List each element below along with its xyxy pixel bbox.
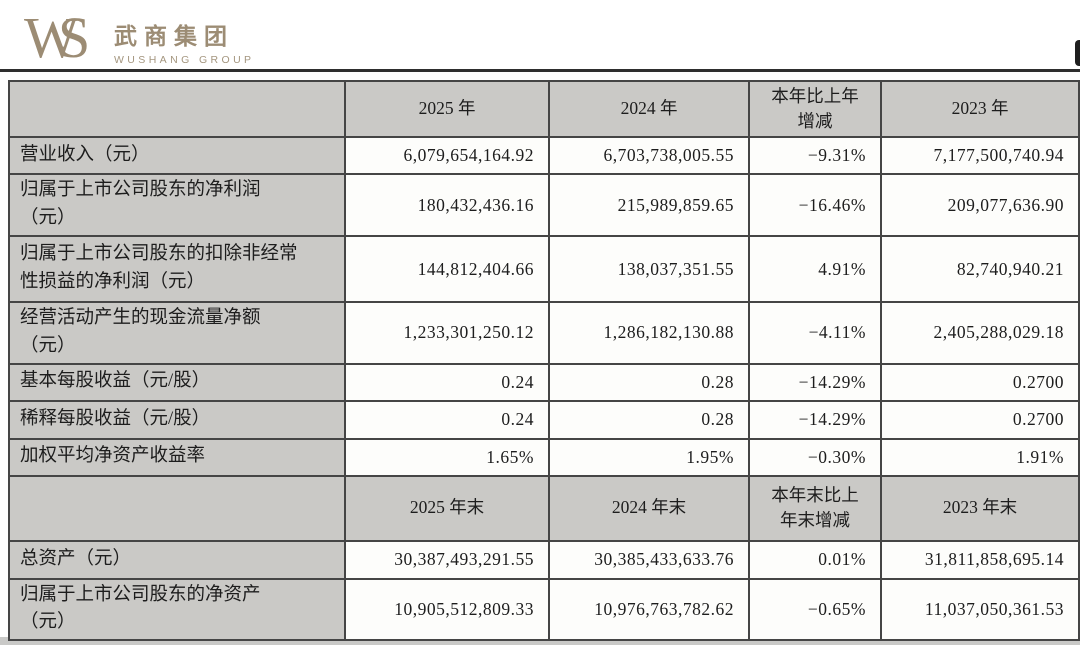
cell-value: 0.2700 — [880, 399, 1080, 440]
cell-value: 1,233,301,250.12 — [344, 301, 550, 365]
logo-text: 武商集团 WUSHANG GROUP — [114, 17, 254, 66]
wushang-logo: W S 武商集团 WUSHANG GROUP — [24, 5, 254, 70]
cell-value: 11,037,050,361.53 — [880, 577, 1080, 641]
table-header-row: 2025 年末 2024 年末 本年末比上 年末增减 2023 年末 — [8, 474, 1080, 542]
row-label: 基本每股收益（元/股） — [8, 362, 346, 402]
cell-value: 0.2700 — [880, 362, 1080, 402]
header-cell-2025-end: 2025 年末 — [344, 474, 550, 542]
header-cell-2024-end: 2024 年末 — [548, 474, 750, 542]
monogram-w: W — [24, 5, 79, 70]
row-label: 归属于上市公司股东的扣除非经常 性损益的净利润（元） — [8, 235, 346, 303]
cell-value: 180,432,436.16 — [344, 173, 550, 237]
cell-value: 2,405,288,029.18 — [880, 301, 1080, 365]
cell-value: −0.30% — [748, 437, 882, 477]
cell-value: 4.91% — [748, 235, 882, 303]
cell-value: −4.11% — [748, 301, 882, 365]
cell-value: 1.91% — [880, 437, 1080, 477]
cell-value: 0.28 — [548, 362, 750, 402]
table-row: 归属于上市公司股东的净利润 （元） 180,432,436.16 215,989… — [8, 173, 1080, 237]
company-name-en: WUSHANG GROUP — [114, 53, 255, 66]
cell-value: 31,811,858,695.14 — [880, 539, 1080, 580]
monogram-s: S — [58, 5, 91, 70]
cell-value: 209,077,636.90 — [880, 173, 1080, 237]
cell-value: 30,387,493,291.55 — [344, 539, 550, 580]
horizontal-rule — [0, 69, 1080, 72]
table-row: 稀释每股收益（元/股） 0.24 0.28 −14.29% 0.2700 — [8, 399, 1080, 440]
cell-value: −9.31% — [748, 136, 882, 175]
header-cell-2024: 2024 年 — [548, 80, 750, 138]
table-row: 总资产（元） 30,387,493,291.55 30,385,433,633.… — [8, 539, 1080, 580]
table-row: 经营活动产生的现金流量净额 （元） 1,233,301,250.12 1,286… — [8, 301, 1080, 365]
bottom-strip — [0, 637, 1080, 645]
row-label: 经营活动产生的现金流量净额 （元） — [8, 301, 346, 365]
row-label: 稀释每股收益（元/股） — [8, 399, 346, 440]
row-label: 归属于上市公司股东的净利润 （元） — [8, 173, 346, 237]
cell-value: 1,286,182,130.88 — [548, 301, 750, 365]
cell-value: 1.95% — [548, 437, 750, 477]
cell-value: −16.46% — [748, 173, 882, 237]
table-row: 归属于上市公司股东的净资产 （元） 10,905,512,809.33 10,9… — [8, 577, 1080, 641]
cell-value: −0.65% — [748, 577, 882, 641]
cell-value: −14.29% — [748, 362, 882, 402]
cell-value: −14.29% — [748, 399, 882, 440]
cell-value: 215,989,859.65 — [548, 173, 750, 237]
financial-highlights-table: 2025 年 2024 年 本年比上年 增减 2023 年 营业收入（元） 6,… — [8, 80, 1080, 641]
cell-value: 138,037,351.55 — [548, 235, 750, 303]
header-cell-2025: 2025 年 — [344, 80, 550, 138]
cell-value: 0.24 — [344, 362, 550, 402]
row-label: 营业收入（元） — [8, 136, 346, 175]
table-row: 加权平均净资产收益率 1.65% 1.95% −0.30% 1.91% — [8, 437, 1080, 477]
cell-value: 30,385,433,633.76 — [548, 539, 750, 580]
cell-value: 7,177,500,740.94 — [880, 136, 1080, 175]
row-label: 加权平均净资产收益率 — [8, 437, 346, 477]
cell-value: 6,703,738,005.55 — [548, 136, 750, 175]
cell-value: 0.24 — [344, 399, 550, 440]
header-cell-2023: 2023 年 — [880, 80, 1080, 138]
cell-value: 1.65% — [344, 437, 550, 477]
row-label: 归属于上市公司股东的净资产 （元） — [8, 577, 346, 641]
row-label: 总资产（元） — [8, 539, 346, 580]
table-row: 归属于上市公司股东的扣除非经常 性损益的净利润（元） 144,812,404.6… — [8, 235, 1080, 303]
header-cell-2023-end: 2023 年末 — [880, 474, 1080, 542]
cell-value: 6,079,654,164.92 — [344, 136, 550, 175]
table-row: 营业收入（元） 6,079,654,164.92 6,703,738,005.5… — [8, 136, 1080, 175]
cell-value: 144,812,404.66 — [344, 235, 550, 303]
header-cell-change-end: 本年末比上 年末增减 — [748, 474, 882, 542]
cell-value: 10,905,512,809.33 — [344, 577, 550, 641]
table-row: 基本每股收益（元/股） 0.24 0.28 −14.29% 0.2700 — [8, 362, 1080, 402]
cell-value: 82,740,940.21 — [880, 235, 1080, 303]
edge-artifact — [1075, 40, 1080, 66]
cell-value: 10,976,763,782.62 — [548, 577, 750, 641]
ws-monogram-icon: W S — [24, 5, 100, 70]
cell-value: 0.28 — [548, 399, 750, 440]
table-header-row: 2025 年 2024 年 本年比上年 增减 2023 年 — [8, 80, 1080, 138]
header-cell-empty — [8, 80, 346, 138]
header-cell-change: 本年比上年 增减 — [748, 80, 882, 138]
cell-value: 0.01% — [748, 539, 882, 580]
company-name-cn: 武商集团 — [114, 22, 234, 49]
header-cell-empty — [8, 474, 346, 542]
